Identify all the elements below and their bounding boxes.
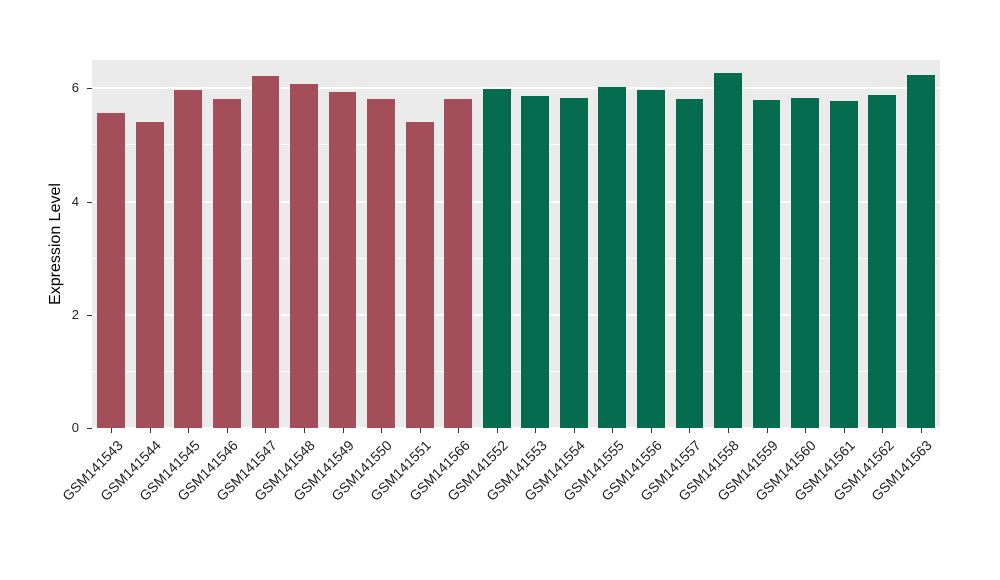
plot-panel — [92, 60, 940, 429]
gridline-major — [92, 313, 940, 316]
x-tick-mark — [612, 428, 614, 433]
x-tick-mark — [689, 428, 691, 433]
bar-GSM141559 — [752, 99, 781, 428]
y-tick-mark — [87, 201, 92, 203]
bar-GSM141551 — [405, 121, 434, 428]
gridline-minor — [92, 370, 940, 372]
x-tick-mark — [766, 428, 768, 433]
gridline-minor — [92, 144, 940, 146]
x-tick-mark — [920, 428, 922, 433]
bar-GSM141555 — [598, 86, 627, 428]
x-tick-mark — [535, 428, 537, 433]
gridline-major — [92, 200, 940, 203]
gridline-major — [92, 427, 940, 429]
gridlines — [92, 60, 940, 429]
bar-GSM141553 — [521, 95, 550, 428]
bar-GSM141554 — [559, 97, 588, 428]
bar-GSM141556 — [637, 90, 665, 428]
bar-GSM141560 — [791, 97, 819, 428]
x-tick-mark — [226, 428, 228, 433]
gridline-minor — [92, 257, 940, 259]
bar-GSM141543 — [97, 112, 126, 428]
bar-GSM141545 — [174, 90, 203, 428]
bar-GSM141544 — [135, 121, 164, 428]
x-tick-mark — [111, 428, 113, 433]
bar-GSM141550 — [367, 99, 395, 428]
bar-GSM141549 — [328, 91, 357, 428]
y-tick-label: 6 — [71, 80, 79, 96]
bar-GSM141548 — [290, 83, 318, 428]
x-tick-mark — [381, 428, 383, 433]
bar-GSM141563 — [906, 74, 935, 428]
bar-GSM141562 — [868, 95, 897, 428]
x-tick-mark — [573, 428, 575, 433]
x-tick-mark — [805, 428, 807, 433]
x-tick-mark — [882, 428, 884, 433]
bar-GSM141566 — [444, 99, 473, 428]
x-tick-mark — [188, 428, 190, 433]
x-tick-mark — [496, 428, 498, 433]
y-tick-label: 2 — [71, 306, 79, 322]
x-tick-mark — [650, 428, 652, 433]
x-tick-mark — [304, 428, 305, 433]
x-tick-mark — [728, 428, 729, 433]
x-tick-mark — [149, 428, 151, 433]
x-axis: GSM141543 GSM141544 GSM141545 GSM141546 GSM1… — [59, 428, 940, 578]
x-tick-mark — [342, 428, 344, 433]
y-tick-mark — [87, 314, 92, 316]
bar-GSM141552 — [482, 88, 511, 428]
x-tick-mark — [265, 428, 267, 433]
bar-GSM141557 — [675, 99, 704, 428]
x-tick-mark — [458, 428, 460, 433]
bars-container — [92, 60, 940, 428]
bar-GSM141546 — [213, 99, 241, 428]
gridline-major — [92, 87, 940, 90]
bar-GSM141558 — [714, 73, 742, 428]
x-tick-mark — [843, 428, 845, 433]
x-tick-mark — [419, 428, 421, 433]
y-tick-label: 4 — [71, 193, 79, 209]
y-tick-label: 0 — [71, 420, 79, 435]
bar-GSM141561 — [829, 100, 858, 428]
y-tick-mark — [87, 428, 92, 429]
y-tick-mark — [87, 88, 92, 90]
bar-GSM141547 — [251, 75, 280, 428]
y-axis: 0 2 4 6 — [0, 60, 92, 435]
